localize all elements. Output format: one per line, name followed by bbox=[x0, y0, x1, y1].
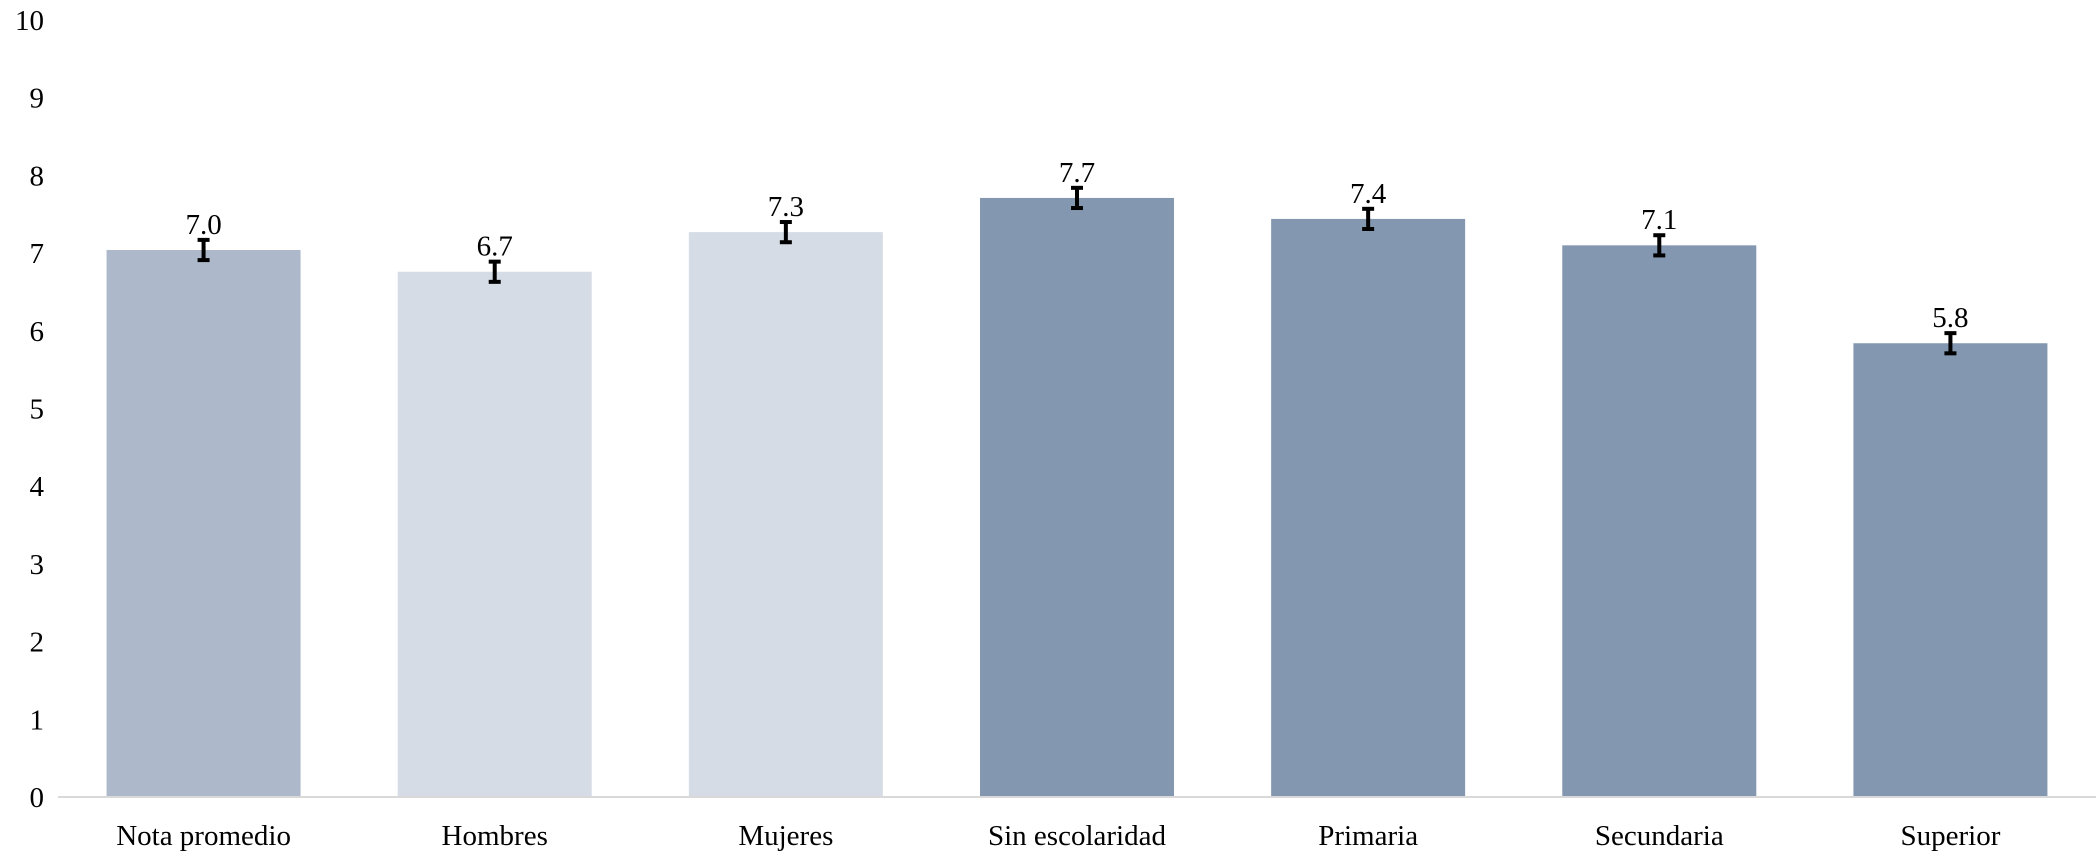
y-tick-label-5: 5 bbox=[30, 394, 45, 426]
error-bar-nota-promedio bbox=[197, 237, 210, 263]
bar-mujeres bbox=[688, 232, 883, 798]
y-tick-label-2: 2 bbox=[30, 627, 45, 659]
data-labels: 7.0 6.7 7.3 7.7 7.4 7.1 5.8 bbox=[185, 157, 1968, 334]
error-bar-primaria bbox=[1362, 206, 1375, 232]
data-label-hombres: 6.7 bbox=[477, 231, 513, 263]
data-label-superior: 5.8 bbox=[1932, 302, 1968, 334]
error-bar-secundaria bbox=[1653, 233, 1666, 258]
error-bars bbox=[197, 185, 1957, 356]
bar-superior bbox=[1853, 343, 2048, 797]
error-bar-sin-escolaridad bbox=[1071, 185, 1083, 211]
y-tick-label-1: 1 bbox=[30, 704, 45, 736]
y-tick-label-10: 10 bbox=[15, 5, 44, 37]
bar-sin-escolaridad bbox=[980, 197, 1174, 798]
x-axis-category-labels: Nota promedio Hombres Mujeres Sin escolarid… bbox=[116, 820, 2001, 852]
error-bar-superior bbox=[1944, 331, 1957, 356]
y-tick-label-6: 6 bbox=[30, 316, 45, 348]
y-tick-label-8: 8 bbox=[30, 160, 45, 192]
category-label-primaria: Primaria bbox=[1318, 820, 1418, 852]
data-label-secundaria: 7.1 bbox=[1641, 204, 1677, 236]
data-label-sin-escolaridad: 7.7 bbox=[1059, 157, 1095, 189]
category-label-nota-promedio: Nota promedio bbox=[116, 820, 291, 852]
category-label-mujeres: Mujeres bbox=[738, 820, 833, 852]
y-tick-label-9: 9 bbox=[30, 83, 45, 115]
y-tick-label-3: 3 bbox=[30, 549, 45, 581]
data-label-mujeres: 7.3 bbox=[768, 191, 804, 223]
y-axis-tick-labels: 0 1 2 3 4 5 6 7 8 9 10 bbox=[15, 5, 45, 814]
y-tick-label-0: 0 bbox=[30, 782, 45, 814]
category-label-hombres: Hombres bbox=[442, 820, 548, 852]
bar-nota-promedio bbox=[106, 249, 301, 797]
data-label-primaria: 7.4 bbox=[1350, 178, 1387, 210]
bars bbox=[106, 197, 2048, 798]
bar-secundaria bbox=[1562, 245, 1757, 797]
y-tick-label-7: 7 bbox=[30, 238, 45, 270]
error-bar-mujeres bbox=[779, 220, 792, 245]
data-label-nota-promedio: 7.0 bbox=[185, 209, 221, 241]
bar-hombres bbox=[397, 271, 592, 797]
y-tick-label-4: 4 bbox=[30, 471, 45, 503]
category-label-superior: Superior bbox=[1900, 820, 2000, 852]
error-bar-hombres bbox=[488, 259, 501, 284]
bar-primaria bbox=[1271, 218, 1466, 798]
category-label-secundaria: Secundaria bbox=[1595, 820, 1724, 852]
category-label-sin-escolaridad: Sin escolaridad bbox=[988, 820, 1166, 852]
